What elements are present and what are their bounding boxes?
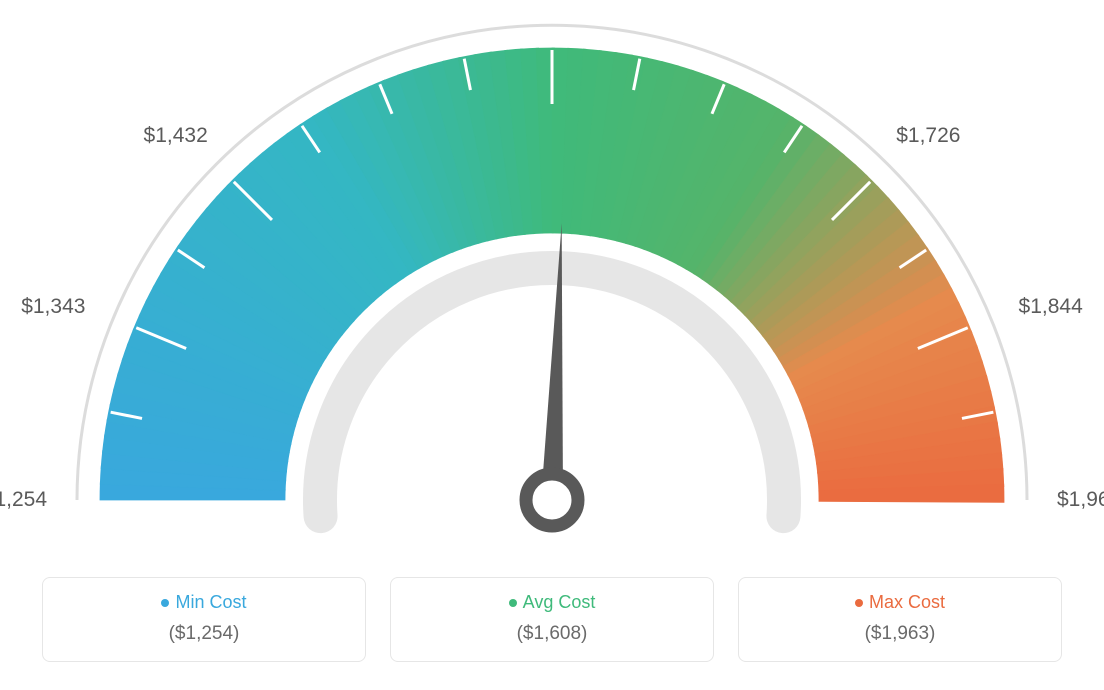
legend-title-avg: Avg Cost	[401, 592, 703, 613]
legend-card-max: Max Cost ($1,963)	[738, 577, 1062, 662]
gauge-tick-label: $1,844	[1019, 295, 1083, 319]
legend-title-max: Max Cost	[749, 592, 1051, 613]
legend-title-min: Min Cost	[53, 592, 355, 613]
legend-row: Min Cost ($1,254) Avg Cost ($1,608) Max …	[42, 577, 1062, 662]
legend-card-min: Min Cost ($1,254)	[42, 577, 366, 662]
gauge-tick-label: $1,432	[144, 124, 208, 148]
gauge-tick-label: $1,963	[1057, 488, 1104, 512]
dot-icon	[855, 599, 863, 607]
dot-icon	[509, 599, 517, 607]
gauge-tick-label: $1,343	[21, 295, 85, 319]
legend-max-title: Max Cost	[869, 592, 945, 612]
chart-container: $1,254$1,343$1,432$1,608$1,726$1,844$1,9…	[0, 0, 1104, 690]
legend-min-title: Min Cost	[175, 592, 246, 612]
legend-min-value: ($1,254)	[53, 623, 355, 645]
legend-card-avg: Avg Cost ($1,608)	[390, 577, 714, 662]
gauge-tick-label: $1,254	[0, 488, 47, 512]
gauge-svg	[0, 0, 1104, 560]
gauge-area: $1,254$1,343$1,432$1,608$1,726$1,844$1,9…	[0, 0, 1104, 560]
gauge-tick-label: $1,726	[896, 124, 960, 148]
legend-avg-title: Avg Cost	[523, 592, 596, 612]
legend-avg-value: ($1,608)	[401, 623, 703, 645]
dot-icon	[161, 599, 169, 607]
legend-max-value: ($1,963)	[749, 623, 1051, 645]
